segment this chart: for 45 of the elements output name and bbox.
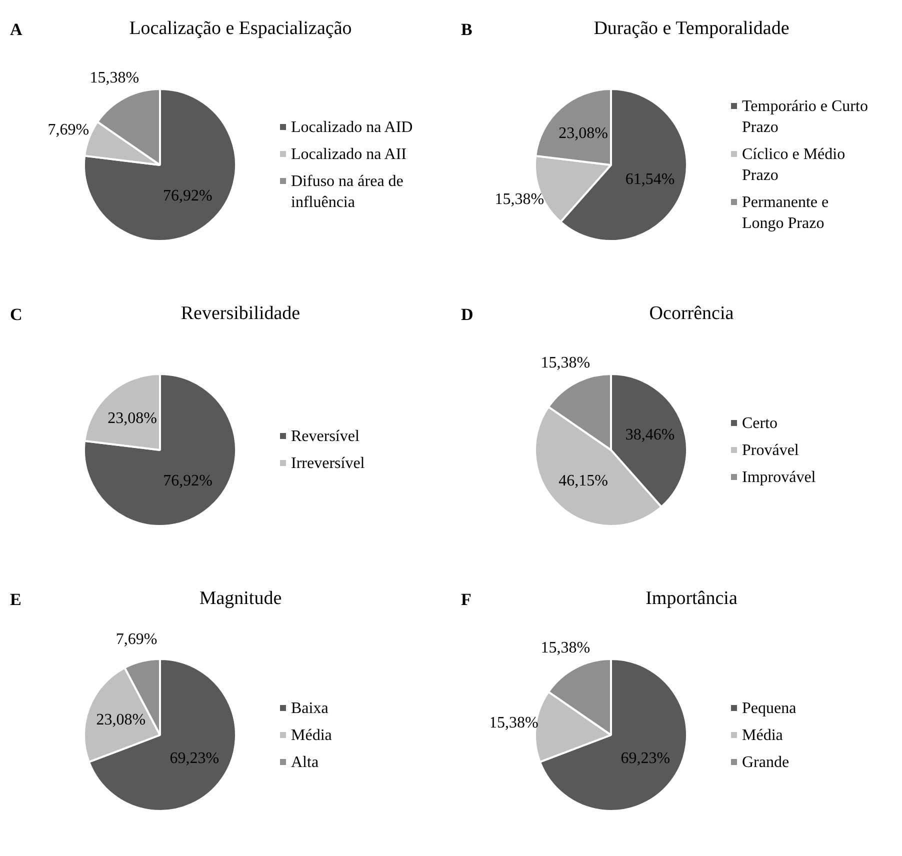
text: B: [461, 20, 472, 40]
legend-label: Média: [291, 726, 332, 746]
chart-title: Ocorrência: [649, 303, 734, 324]
legend-label: Temporário e Curto Prazo: [742, 97, 869, 138]
text: A: [10, 20, 22, 40]
legend-label: Baixa: [291, 698, 328, 718]
chart-title: Localização e Espacialização: [129, 18, 352, 39]
legend-label: Cíclico e Médio Prazo: [742, 145, 846, 186]
data-label: 23,08%: [558, 124, 608, 142]
legend-label: Média: [742, 726, 783, 746]
data-label: 23,08%: [108, 410, 157, 427]
legend-label: Certo: [742, 414, 778, 434]
legend-label: Irreversível: [291, 454, 365, 474]
data-label: 15,38%: [540, 354, 590, 372]
legend-label: Reversível: [291, 427, 360, 447]
legend-label: Localizado na AID: [291, 118, 413, 138]
data-label: 76,92%: [163, 187, 212, 204]
chart-title: Magnitude: [199, 588, 282, 609]
legend-label: Grande: [742, 752, 790, 772]
data-label: 15,38%: [494, 190, 544, 208]
data-label: 7,69%: [116, 631, 158, 648]
data-label: 23,08%: [96, 711, 146, 728]
text: C: [10, 305, 22, 325]
data-label: 15,38%: [540, 639, 590, 656]
chart-title: Importância: [646, 588, 738, 609]
data-label: 76,92%: [163, 472, 212, 490]
legend-label: Improvável: [742, 468, 816, 488]
chart-title: Duração e Temporalidade: [594, 18, 790, 39]
text: F: [461, 590, 472, 610]
legend-label: Permanente e Longo Prazo: [742, 193, 830, 234]
legend-label: Alta: [291, 752, 319, 772]
data-label: 69,23%: [170, 750, 220, 767]
legend-label: Provável: [742, 440, 799, 460]
text: E: [10, 590, 22, 610]
legend-label: Pequena: [742, 698, 796, 718]
text: D: [461, 305, 474, 325]
data-label: 69,23%: [620, 750, 670, 767]
data-label: 46,15%: [558, 472, 608, 490]
data-label: 38,46%: [625, 426, 675, 444]
chart-title: Reversibilidade: [180, 303, 300, 324]
legend-label: Difuso na área de influência: [291, 172, 404, 213]
data-label: 7,69%: [48, 121, 90, 138]
legend-label: Localizado na AII: [291, 145, 406, 165]
data-label: 61,54%: [625, 171, 675, 188]
data-label: 15,38%: [90, 69, 140, 86]
